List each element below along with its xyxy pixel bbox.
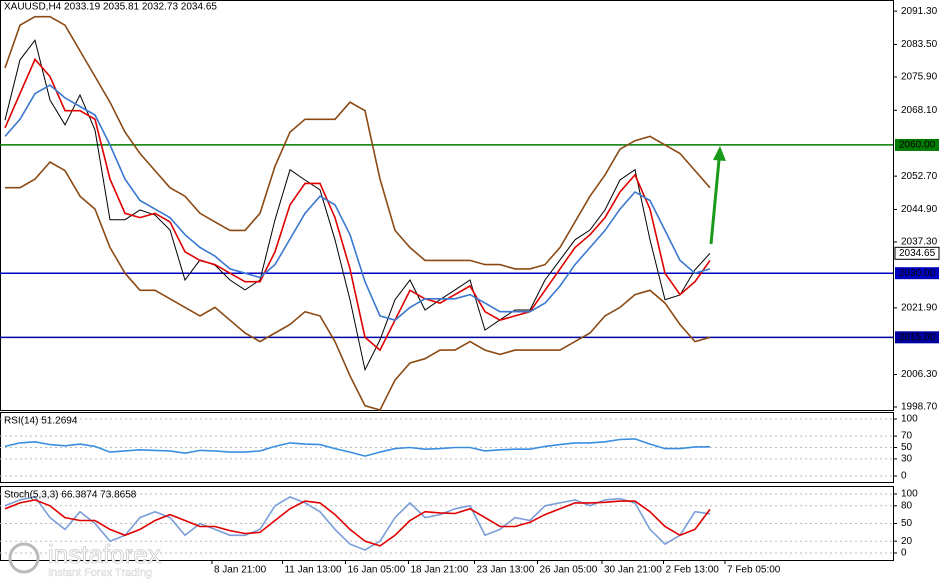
y-tick-label: 30 [901, 454, 913, 465]
y-tick-label: 2083.50 [901, 39, 938, 50]
y-tick-label: 70 [901, 431, 913, 442]
watermark-brand: instaforex [48, 539, 161, 569]
watermark-tagline: Instant Forex Trading [48, 567, 152, 579]
y-tick-label: 2068.10 [901, 105, 938, 116]
level-label: 2060.00 [899, 140, 936, 151]
y-tick-label: 0 [901, 471, 907, 482]
y-tick-label: 2044.90 [901, 204, 938, 215]
level-label-box [895, 138, 939, 151]
x-tick-label: 23 Jan 13:00 [476, 565, 534, 576]
y-tick-label: 2052.70 [901, 171, 938, 182]
x-tick-label: 11 Jan 13:00 [284, 565, 342, 576]
y-tick-label: 0 [901, 548, 907, 559]
indicator-line [4, 496, 711, 551]
x-tick-label: 30 Jan 21:00 [604, 565, 662, 576]
main-title: XAUUSD,H4 2033.19 2035.81 2032.73 2034.6… [4, 2, 217, 13]
y-tick-label: 50 [901, 518, 913, 529]
y-tick-label: 80 [901, 500, 913, 511]
indicator-line [4, 57, 711, 352]
y-tick-label: 2075.90 [901, 72, 938, 83]
y-tick-label: 100 [901, 489, 918, 500]
y-tick-label: 20 [901, 536, 913, 547]
last-price-box [894, 246, 940, 260]
panel-border [0, 0, 894, 411]
x-tick-label: 7 Feb 05:00 [727, 565, 781, 576]
stoch-title: Stoch(5,3,3) 66.3874 73.8658 [4, 490, 137, 501]
forecast-arrow-head [713, 146, 726, 161]
last-price-label: 2034.65 [899, 248, 936, 259]
level-label-box [895, 267, 939, 280]
forecast-arrow [709, 159, 721, 245]
x-tick-label: 26 Jan 05:00 [539, 565, 597, 576]
y-tick-label: 1998.70 [901, 402, 938, 413]
rsi-title: RSI(14) 51.2694 [4, 416, 78, 427]
x-tick-label: 2 Feb 13:00 [665, 565, 719, 576]
watermark-logo [8, 542, 40, 574]
y-tick-label: 2021.90 [901, 302, 938, 313]
x-tick-label: 16 Jan 05:00 [347, 565, 405, 576]
indicator-line [5, 160, 711, 411]
level-label-box [895, 331, 939, 344]
y-tick-label: 2006.30 [901, 369, 938, 380]
price-line [4, 39, 711, 372]
y-tick-label: 100 [901, 414, 918, 425]
indicator-line [4, 438, 711, 457]
y-tick-label: 2037.30 [901, 237, 938, 248]
x-tick-label: 8 Jan 21:00 [214, 565, 267, 576]
y-tick-label: 50 [901, 442, 913, 453]
indicator-line [4, 84, 711, 322]
indicator-line [4, 15, 711, 270]
indicator-line [4, 499, 711, 547]
x-tick-label: 18 Jan 21:00 [410, 565, 468, 576]
y-tick-label: 2091.30 [901, 6, 938, 17]
level-label: 2030.00 [899, 268, 936, 279]
level-label: 2015.00 [899, 332, 936, 343]
